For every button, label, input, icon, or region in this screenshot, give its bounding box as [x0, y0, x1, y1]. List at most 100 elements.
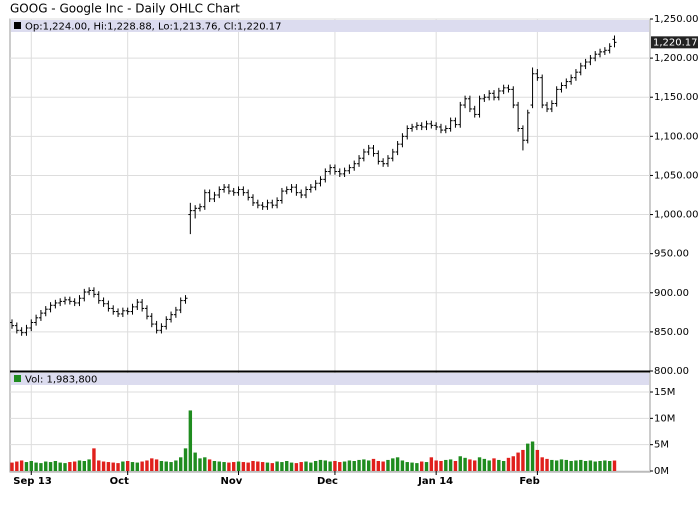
- volume-bar: [207, 459, 212, 471]
- volume-bar: [473, 460, 477, 471]
- volume-bar: [275, 461, 279, 471]
- volume-bar: [164, 461, 168, 471]
- volume-bar: [530, 441, 535, 471]
- volume-bar: [198, 458, 202, 471]
- volume-bar: [458, 456, 462, 471]
- volume-bar: [68, 462, 72, 471]
- legend-bar: [11, 373, 649, 385]
- volume-bar: [72, 461, 77, 471]
- volume-bar: [487, 460, 491, 471]
- volume-bar: [564, 459, 568, 471]
- volume-bar: [29, 460, 33, 471]
- volume-bar: [439, 460, 443, 471]
- chart-title: GOOG - Google Inc - Daily OHLC Chart: [10, 2, 240, 16]
- volume-bar: [477, 457, 482, 471]
- volume-bar: [58, 462, 62, 471]
- volume-bar: [304, 461, 308, 471]
- volume-bar: [574, 460, 578, 471]
- volume-bar: [246, 462, 250, 471]
- y-tick-label: 1,150.00: [654, 92, 699, 103]
- legend-bar: [11, 20, 649, 32]
- legend-swatch: [14, 22, 21, 29]
- volume-bar: [116, 463, 120, 471]
- volume-bar: [111, 462, 115, 471]
- y-tick-label: 1,050.00: [654, 170, 699, 181]
- volume-bar: [265, 462, 270, 471]
- volume-bar: [135, 462, 140, 471]
- volume-bar: [10, 462, 14, 471]
- volume-bar: [535, 449, 540, 471]
- volume-bar: [232, 462, 236, 471]
- volume-bar: [323, 460, 327, 471]
- volume-bar: [285, 460, 289, 471]
- y-tick-label: 0M: [654, 466, 669, 477]
- volume-bar: [92, 448, 96, 471]
- volume-bar: [410, 462, 414, 471]
- last-price-tag: [651, 36, 698, 49]
- volume-bar: [193, 452, 197, 471]
- volume-bar: [294, 463, 299, 471]
- volume-bar: [357, 459, 361, 471]
- volume-bar: [150, 458, 154, 471]
- volume-bar: [521, 449, 525, 471]
- volume-bar: [371, 458, 376, 471]
- x-tick-label: Sep 13: [13, 476, 52, 487]
- volume-bar: [559, 459, 564, 471]
- volume-bar: [376, 460, 381, 471]
- volume-bar: [19, 460, 24, 471]
- volume-bar: [362, 459, 366, 471]
- x-tick-label: Oct: [110, 476, 129, 487]
- volume-bar: [540, 457, 544, 471]
- volume-bar: [130, 462, 135, 471]
- volume-bar: [101, 461, 106, 471]
- volume-bar: [289, 462, 294, 471]
- y-tick-label: 1,000.00: [654, 210, 699, 221]
- y-tick-label: 800.00: [654, 366, 689, 377]
- volume-bar: [222, 462, 226, 471]
- volume-bar: [338, 462, 342, 471]
- volume-bar: [44, 461, 48, 471]
- volume-bar: [448, 459, 453, 471]
- volume-bar: [607, 460, 612, 471]
- volume-bar: [145, 460, 149, 471]
- y-tick-label: 1,250.00: [654, 14, 699, 25]
- volume-bar: [217, 461, 221, 471]
- volume-bar: [309, 462, 313, 471]
- volume-bar: [106, 462, 111, 471]
- legend-text: Op:1,224.00, Hi:1,228.88, Lo:1,213.76, C…: [25, 22, 281, 33]
- volume-bar: [366, 460, 371, 471]
- volume-bar: [313, 460, 318, 471]
- volume-bar: [15, 461, 19, 471]
- volume-bar: [203, 457, 207, 471]
- volume-bar: [405, 462, 409, 471]
- volume-bar: [154, 459, 159, 471]
- volume-bar: [415, 463, 419, 471]
- volume-bar: [511, 456, 515, 471]
- volume-bar: [347, 460, 352, 471]
- x-tick-label: Nov: [221, 476, 243, 487]
- volume-bar: [612, 460, 617, 471]
- volume-bar: [395, 457, 400, 471]
- volume-bar: [381, 461, 385, 471]
- volume-bar: [598, 460, 602, 471]
- volume-bar: [77, 460, 82, 471]
- x-tick-label: Feb: [519, 476, 539, 487]
- volume-bar: [497, 459, 501, 471]
- volume-bar: [501, 460, 506, 471]
- volume-bar: [593, 461, 597, 471]
- volume-bar: [159, 460, 164, 471]
- volume-bar: [429, 457, 434, 471]
- volume-bar: [39, 463, 43, 471]
- volume-bar: [24, 462, 29, 471]
- volume-bar: [328, 461, 332, 471]
- volume-bar: [188, 410, 193, 471]
- volume-bar: [241, 462, 246, 471]
- volume-bar: [48, 462, 53, 471]
- volume-bar: [236, 461, 241, 471]
- volume-bar: [424, 462, 429, 471]
- volume-bar: [63, 463, 67, 471]
- volume-bar: [506, 457, 511, 471]
- volume-bar: [299, 462, 303, 471]
- last-price-label: 1,220.17: [653, 37, 698, 48]
